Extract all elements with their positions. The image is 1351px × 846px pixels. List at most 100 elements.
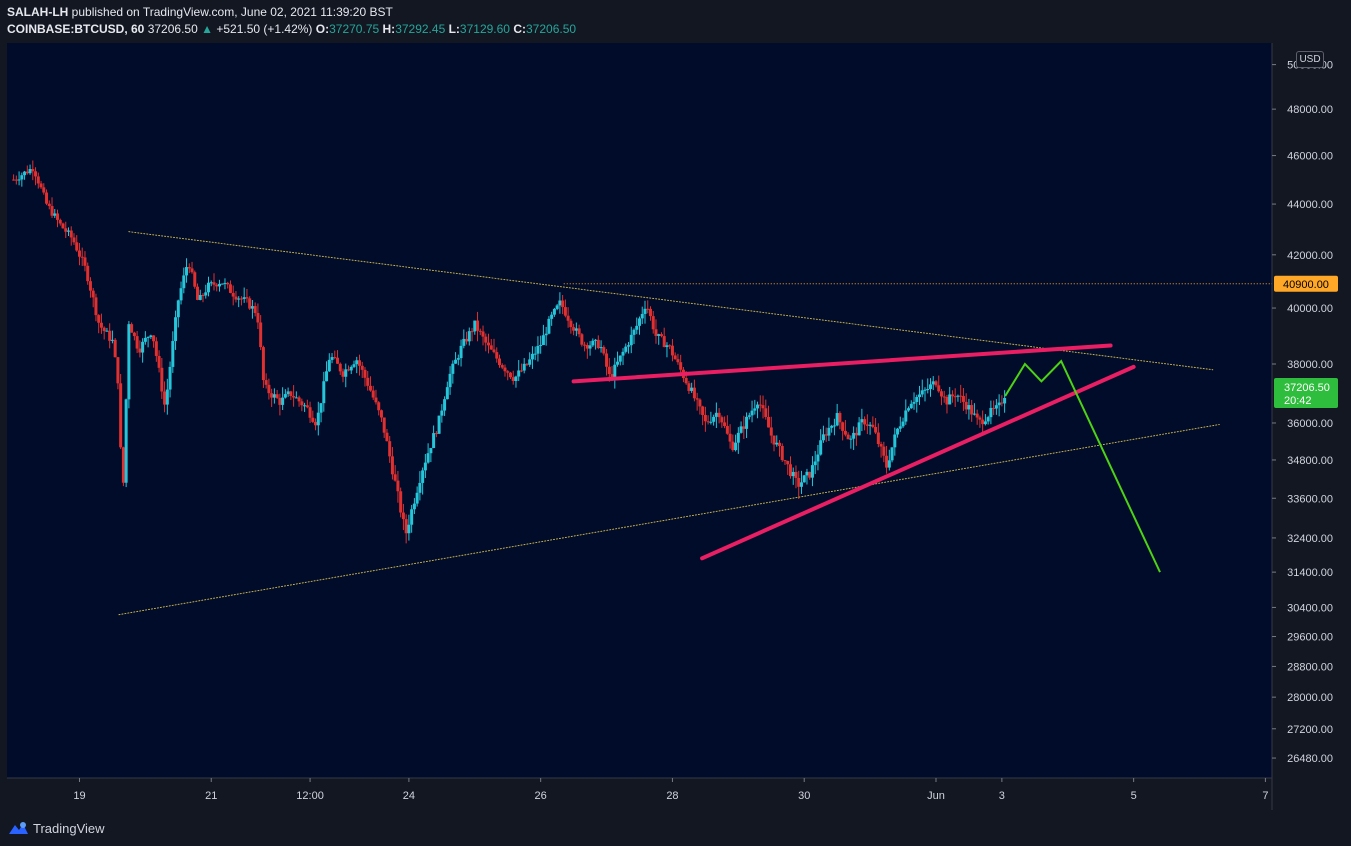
time-tick-label: 30: [798, 790, 810, 802]
candle: [665, 342, 669, 358]
tradingview-logo[interactable]: TradingView: [7, 818, 105, 838]
candle: [868, 422, 872, 435]
high-label: H:: [382, 22, 396, 36]
candle-body: [239, 298, 243, 300]
candle: [270, 388, 274, 407]
candle-body: [558, 300, 562, 306]
candle: [281, 387, 285, 410]
candle: [314, 418, 318, 431]
candle-body: [758, 404, 762, 406]
candle-body: [185, 267, 189, 276]
candle-body: [706, 421, 710, 423]
candle-body: [228, 284, 232, 293]
candle-body: [149, 335, 153, 338]
candle: [325, 361, 329, 382]
candle: [253, 302, 257, 317]
candle: [377, 401, 381, 416]
price-tick-label: 27200.00: [1287, 724, 1333, 736]
price-tick-label: 26480.00: [1287, 753, 1333, 765]
candle-body: [901, 421, 905, 427]
candle: [775, 435, 779, 447]
candles-layer: [12, 160, 1007, 544]
candle-body: [481, 331, 485, 337]
candle: [627, 342, 631, 354]
candle: [245, 289, 249, 303]
candle-body: [610, 374, 614, 378]
candle: [64, 221, 68, 239]
candle-body: [898, 426, 902, 429]
candle: [242, 287, 246, 303]
candle-body: [14, 179, 18, 181]
triangle-upper-line[interactable]: [128, 231, 1214, 371]
candle: [761, 395, 765, 419]
candle: [316, 401, 320, 436]
candle-body: [767, 416, 771, 428]
candle: [874, 418, 878, 435]
candle-body: [410, 509, 414, 525]
candle: [341, 368, 345, 383]
candle-body: [94, 297, 98, 316]
last-price-label: 37206.50: [1284, 382, 1330, 394]
candle-body: [720, 417, 724, 423]
candle-body: [731, 441, 735, 451]
candle-body: [698, 399, 702, 407]
currency-badge[interactable]: USD: [1296, 51, 1324, 68]
candle: [366, 371, 370, 391]
candle-body: [552, 308, 556, 315]
candle-body: [440, 410, 444, 416]
candle: [648, 306, 652, 321]
candle-body: [297, 397, 301, 402]
candle-body: [434, 433, 438, 435]
candle-body: [261, 347, 265, 381]
candle-body: [234, 296, 238, 300]
candle: [794, 465, 798, 489]
candle-body: [311, 417, 315, 422]
candle: [525, 363, 529, 367]
candle-body: [56, 213, 60, 220]
candle-body: [237, 298, 241, 300]
level-price-tag: [1274, 275, 1338, 292]
plot-area[interactable]: [7, 43, 1272, 778]
candle: [77, 243, 81, 266]
candle-body: [541, 335, 545, 346]
price-axis[interactable]: 50000.0048000.0046000.0044000.0042000.00…: [1272, 60, 1333, 765]
candle: [714, 402, 718, 428]
candle: [997, 394, 1001, 417]
candle: [349, 365, 353, 375]
candle-body: [72, 237, 76, 243]
wedge-lower-line[interactable]: [700, 364, 1136, 561]
candle-body: [204, 292, 208, 296]
candle-body: [547, 318, 551, 334]
candle-body: [160, 367, 164, 392]
candle: [495, 347, 499, 363]
symbol-label: COINBASE:BTCUSD, 60: [7, 22, 145, 36]
candle: [212, 273, 216, 291]
candle-body: [448, 373, 452, 388]
candle-body: [407, 524, 411, 534]
candle: [426, 443, 430, 464]
candle: [846, 432, 850, 440]
candle: [234, 291, 238, 303]
projection-path[interactable]: [1004, 359, 1161, 573]
candle: [105, 327, 109, 332]
candle: [810, 456, 814, 487]
candle: [196, 283, 200, 301]
drawings-layer: [118, 231, 1272, 616]
candle-body: [352, 364, 356, 367]
candle: [75, 235, 79, 252]
candle: [344, 363, 348, 388]
candle-body: [138, 348, 142, 353]
triangle-lower-line[interactable]: [118, 423, 1220, 616]
candle: [605, 349, 609, 376]
candle-body: [659, 334, 663, 337]
candle-body: [613, 364, 617, 378]
candle: [978, 415, 982, 428]
candle: [852, 426, 856, 450]
candle-body: [256, 313, 260, 323]
time-axis[interactable]: 19 21 12:00 24 26 28 30 Jun 3 5 7: [73, 778, 1268, 802]
close-value: 37206.50: [526, 22, 577, 36]
wedge-upper-line[interactable]: [571, 343, 1113, 384]
candle: [264, 373, 268, 389]
high-value: 37292.45: [395, 22, 446, 36]
